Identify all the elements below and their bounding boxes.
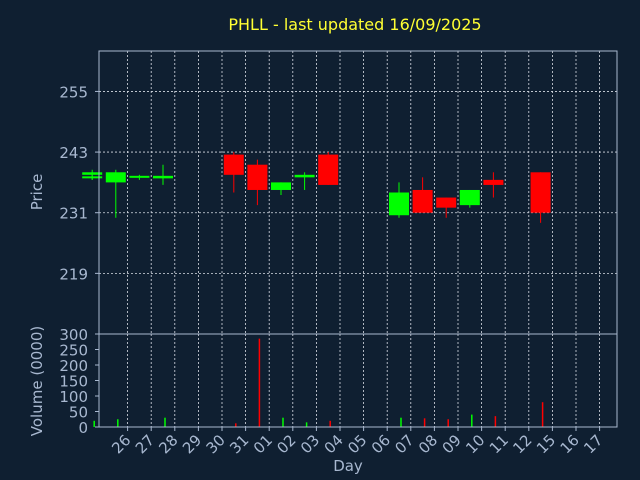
- day-tick-label: 06: [368, 431, 394, 457]
- price-tick-labels: 219 231 243 255: [59, 83, 99, 283]
- candle: [530, 172, 551, 223]
- candle: [247, 159, 268, 206]
- day-tick-label: 31: [226, 431, 252, 457]
- volume-tick-label: 100: [59, 388, 88, 406]
- day-tick-label: 11: [486, 431, 512, 457]
- candle: [412, 177, 433, 213]
- candle: [436, 197, 457, 218]
- day-tick-label: 16: [557, 431, 583, 457]
- candle: [294, 172, 315, 190]
- price-tick-label: 243: [59, 144, 88, 162]
- volume-axis-label: Volume (0000): [28, 326, 46, 436]
- price-axis-label: Price: [28, 174, 46, 211]
- candle: [318, 152, 339, 185]
- candle-body: [318, 154, 339, 185]
- day-tick-label: 29: [179, 431, 205, 457]
- candle: [483, 172, 504, 198]
- day-tick-label: 04: [321, 431, 347, 457]
- candle-body: [412, 189, 433, 213]
- day-tick-label: 07: [391, 431, 417, 457]
- volume-tick-label: 150: [59, 373, 88, 391]
- day-tick-label: 09: [439, 431, 465, 457]
- day-tick-label: 30: [203, 431, 229, 457]
- day-tick-label: 01: [250, 431, 276, 457]
- candle: [105, 169, 126, 218]
- volume-tick-label: 300: [59, 326, 88, 344]
- day-tick-label: 03: [297, 431, 323, 457]
- candle-body: [436, 197, 457, 208]
- volume-panel-frame: [98, 333, 618, 428]
- candle: [82, 169, 103, 180]
- volume-bars: [93, 338, 544, 427]
- day-tick-label: 27: [132, 431, 158, 457]
- candles: [82, 152, 551, 223]
- candle-body: [389, 192, 409, 216]
- candle-body: [294, 174, 315, 178]
- candle: [271, 182, 291, 196]
- candle: [129, 174, 150, 180]
- candle-body: [271, 182, 291, 190]
- day-tick-label: 02: [273, 431, 299, 457]
- candle-body: [153, 175, 173, 179]
- candle-body: [129, 175, 150, 178]
- day-tick-label: 05: [344, 431, 370, 457]
- volume-tick-label: 200: [59, 357, 88, 375]
- day-tick-label: 10: [462, 431, 488, 457]
- price-tick-label: 219: [59, 265, 88, 283]
- candle-body: [459, 189, 480, 206]
- candle: [223, 152, 244, 193]
- candle-body: [223, 154, 244, 175]
- day-tick-label: 28: [155, 431, 181, 457]
- candle-body: [247, 164, 268, 190]
- candle-body: [105, 172, 126, 183]
- day-tick-label: 15: [533, 431, 559, 457]
- day-tick-label: 12: [509, 431, 535, 457]
- volume-tick-label: 250: [59, 342, 88, 360]
- price-tick-label: 231: [59, 205, 88, 223]
- volume-tick-label: 50: [69, 404, 88, 422]
- candle-body: [483, 179, 504, 185]
- day-tick-labels: 2627282930310102030405060708091011121516…: [108, 427, 606, 457]
- volume-tick-label: 0: [78, 419, 88, 437]
- grid: [99, 51, 617, 427]
- candle: [459, 189, 480, 208]
- candle-body: [530, 172, 551, 213]
- candle-body: [82, 172, 103, 175]
- candle: [153, 164, 173, 185]
- chart-title: PHLL - last updated 16/09/2025: [228, 15, 481, 34]
- candle: [389, 182, 409, 218]
- day-tick-label: 26: [108, 431, 134, 457]
- day-tick-label: 08: [415, 431, 441, 457]
- x-axis-label: Day: [333, 457, 363, 475]
- price-tick-label: 255: [59, 83, 88, 101]
- day-tick-label: 17: [580, 431, 606, 457]
